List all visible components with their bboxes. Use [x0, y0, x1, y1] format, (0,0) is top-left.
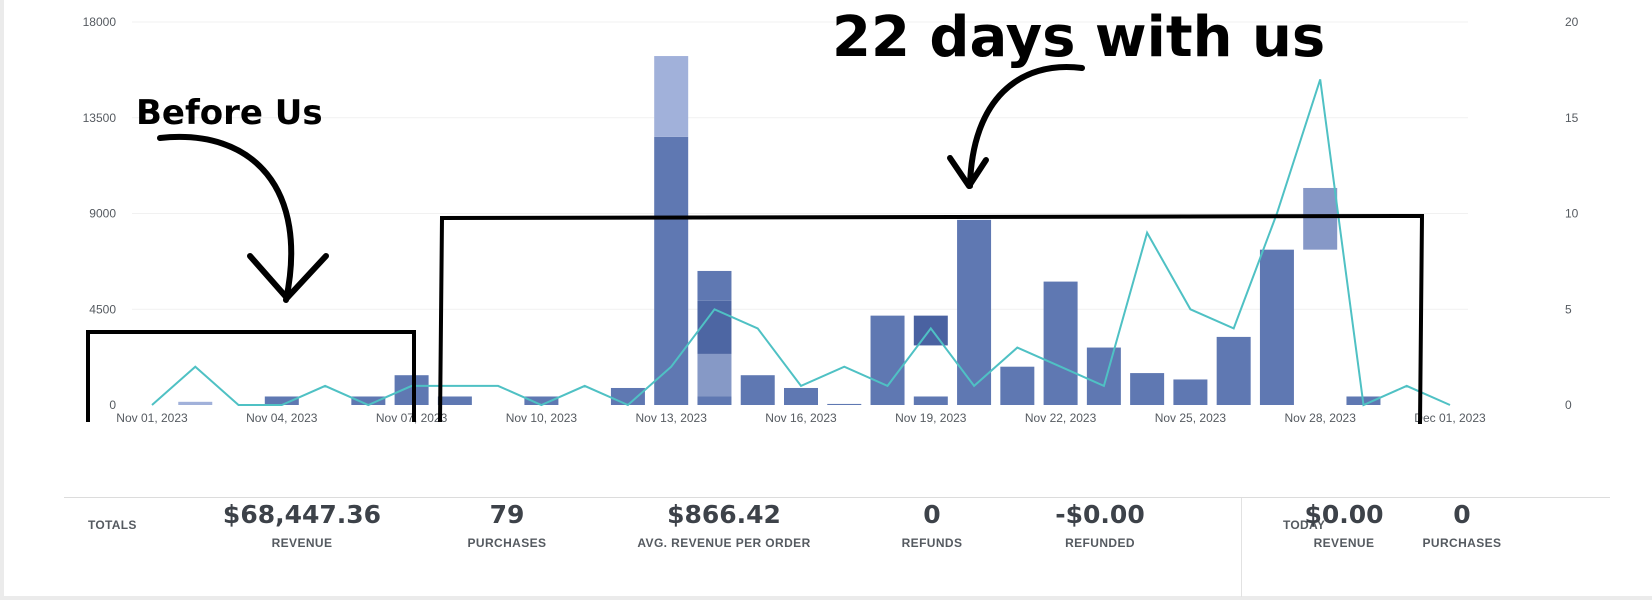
today-divider: [1241, 498, 1242, 597]
revenue-bar-secondary: [654, 56, 689, 137]
revenue-bar: [913, 396, 948, 405]
revenue-bar: [1000, 366, 1035, 405]
today-purchases: 0 PURCHASES: [1342, 500, 1582, 550]
revenue-bar: [740, 375, 775, 405]
y-left-tick-label: 0: [109, 398, 116, 412]
revenue-bar: [1259, 249, 1294, 405]
x-tick-label: Nov 28, 2023: [1285, 411, 1357, 425]
y-right-tick-label: 20: [1565, 15, 1579, 29]
revenue-bar: [1130, 373, 1165, 405]
y-left-tick-label: 9000: [89, 207, 116, 221]
revenue-bar-segment: [697, 270, 732, 301]
revenue-bar: [1216, 336, 1251, 405]
stat-revenue: $68,447.36 REVENUE: [182, 500, 422, 550]
before-us-annotation: Before Us: [136, 93, 323, 133]
stat-avg-revenue-label: AVG. REVENUE PER ORDER: [637, 536, 811, 550]
y-right-tick-label: 0: [1565, 398, 1572, 412]
revenue-bar: [351, 396, 386, 405]
today-label: TODAY: [1283, 518, 1326, 532]
stat-refunded-label: REFUNDED: [1065, 536, 1135, 550]
revenue-bar: [264, 396, 299, 405]
after-arrow: [967, 64, 1085, 189]
y-left-tick-label: 18000: [83, 15, 117, 29]
dashboard-panel: 0 4500 9000 13500 18000 0 5 10 15 20 Nov 01, 2023 N…: [4, 0, 1652, 597]
x-tick-label: Dec 01, 2023: [1414, 411, 1486, 425]
revenue-bar: [437, 396, 472, 405]
revenue-chart: 0 4500 9000 13500 18000 0 5 10 15 20 Nov 01, 2023 N…: [83, 5, 1579, 425]
before-arrow: [157, 133, 295, 303]
y-right-tick-label: 15: [1565, 111, 1579, 125]
after-arrowhead: [947, 155, 989, 189]
y-left-tick-label: 13500: [83, 111, 117, 125]
stat-refunded: -$0.00 REFUNDED: [980, 500, 1220, 550]
stat-purchases: 79 PURCHASES: [387, 500, 627, 550]
y-right-tick-label: 5: [1565, 302, 1572, 316]
revenue-bar-highlight: [1303, 187, 1338, 250]
x-tick-label: Nov 10, 2023: [506, 411, 578, 425]
today-purchases-value: 0: [1453, 500, 1471, 529]
stat-avg-revenue-value: $866.42: [667, 500, 781, 529]
x-tick-label: Nov 04, 2023: [246, 411, 318, 425]
revenue-bar: [784, 387, 818, 405]
revenue-bar-highlight: [913, 315, 948, 346]
stat-refunded-value: -$0.00: [1055, 500, 1145, 529]
revenue-bar: [1173, 379, 1208, 405]
revenue-bar-segment: [697, 396, 732, 405]
stat-purchases-label: PURCHASES: [467, 536, 547, 550]
x-tick-label: Nov 19, 2023: [895, 411, 967, 425]
x-tick-label: Nov 16, 2023: [765, 411, 837, 425]
x-tick-label: Nov 01, 2023: [116, 411, 188, 425]
today-purchases-label: PURCHASES: [1422, 536, 1502, 550]
stat-refunds-label: REFUNDS: [901, 536, 963, 550]
stat-revenue-label: REVENUE: [271, 536, 333, 550]
revenue-bar: [654, 136, 689, 405]
revenue-bar: [610, 387, 645, 405]
x-tick-label: Nov 22, 2023: [1025, 411, 1097, 425]
x-tick-label: Nov 13, 2023: [636, 411, 708, 425]
revenue-bar: [524, 396, 559, 405]
revenue-bar: [870, 315, 905, 405]
stat-purchases-value: 79: [489, 500, 525, 529]
days-with-us-annotation: 22 days with us: [832, 5, 1325, 70]
stat-revenue-value: $68,447.36: [222, 500, 382, 529]
y-right-tick-label: 10: [1565, 207, 1579, 221]
today-revenue-label: REVENUE: [1313, 536, 1375, 550]
revenue-bar: [957, 219, 992, 405]
before-bracket: [86, 330, 416, 422]
stat-avg-revenue: $866.42 AVG. REVENUE PER ORDER: [604, 500, 844, 550]
today-revenue-value: $0.00: [1304, 500, 1384, 529]
revenue-bar-segment: [697, 353, 732, 397]
revenue-bar: [1043, 281, 1078, 405]
x-tick-label: Nov 25, 2023: [1155, 411, 1227, 425]
revenue-bar: [827, 403, 862, 405]
today-revenue: $0.00 REVENUE: [1224, 500, 1464, 550]
totals-bar: TOTALS $68,447.36 REVENUE 79 PURCHASES $…: [64, 497, 1610, 597]
stat-refunds-value: 0: [923, 500, 941, 529]
purchases-line: [151, 79, 1451, 407]
y-left-tick-label: 4500: [89, 302, 116, 316]
totals-label: TOTALS: [88, 518, 137, 532]
revenue-bar-secondary: [178, 401, 213, 405]
after-bracket: [438, 213, 1425, 425]
x-tick-label: Nov 07, 2023: [376, 411, 448, 425]
revenue-bar: [1086, 347, 1121, 405]
before-arrowhead: [247, 253, 329, 301]
stat-refunds: 0 REFUNDS: [812, 500, 1052, 550]
